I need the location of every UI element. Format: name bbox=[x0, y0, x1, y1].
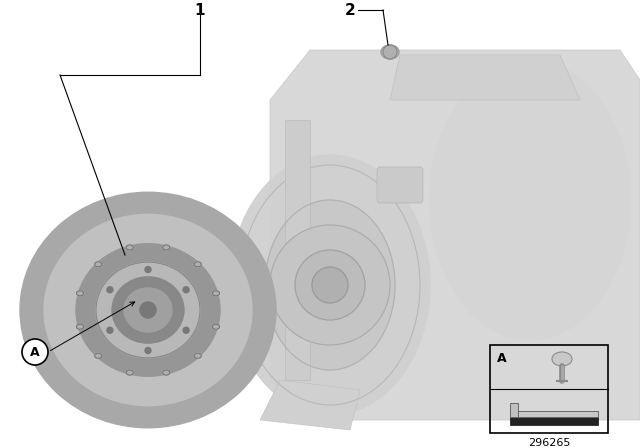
Circle shape bbox=[295, 250, 365, 320]
Circle shape bbox=[140, 302, 156, 318]
Bar bbox=[510, 403, 518, 417]
Text: 2: 2 bbox=[344, 3, 355, 17]
Polygon shape bbox=[260, 380, 360, 430]
Circle shape bbox=[270, 225, 390, 345]
Circle shape bbox=[312, 267, 348, 303]
Ellipse shape bbox=[126, 245, 133, 250]
Circle shape bbox=[22, 339, 48, 365]
Ellipse shape bbox=[96, 262, 200, 358]
Circle shape bbox=[145, 267, 151, 272]
Bar bbox=[510, 411, 598, 417]
Polygon shape bbox=[285, 120, 310, 380]
Bar bbox=[490, 345, 608, 433]
Text: 296265: 296265 bbox=[528, 438, 570, 448]
Ellipse shape bbox=[552, 352, 572, 366]
Ellipse shape bbox=[430, 60, 630, 340]
Ellipse shape bbox=[163, 370, 170, 375]
Ellipse shape bbox=[381, 45, 399, 59]
Circle shape bbox=[183, 287, 189, 293]
Circle shape bbox=[183, 327, 189, 333]
Ellipse shape bbox=[112, 277, 184, 343]
Circle shape bbox=[107, 327, 113, 333]
Circle shape bbox=[107, 287, 113, 293]
Ellipse shape bbox=[195, 353, 202, 358]
Ellipse shape bbox=[265, 200, 395, 370]
Ellipse shape bbox=[212, 324, 220, 329]
Polygon shape bbox=[390, 55, 580, 100]
Ellipse shape bbox=[163, 245, 170, 250]
Ellipse shape bbox=[77, 324, 83, 329]
Ellipse shape bbox=[95, 262, 102, 267]
Ellipse shape bbox=[126, 370, 133, 375]
Ellipse shape bbox=[212, 291, 220, 296]
Ellipse shape bbox=[195, 262, 202, 267]
Polygon shape bbox=[270, 50, 640, 420]
Circle shape bbox=[145, 348, 151, 353]
Polygon shape bbox=[510, 417, 598, 425]
Circle shape bbox=[383, 45, 397, 59]
Ellipse shape bbox=[124, 288, 172, 332]
Ellipse shape bbox=[76, 244, 220, 376]
Ellipse shape bbox=[230, 155, 430, 415]
Text: A: A bbox=[497, 352, 507, 365]
Ellipse shape bbox=[77, 291, 83, 296]
Ellipse shape bbox=[20, 192, 276, 428]
Ellipse shape bbox=[95, 353, 102, 358]
Text: A: A bbox=[30, 345, 40, 358]
FancyBboxPatch shape bbox=[377, 167, 423, 203]
Ellipse shape bbox=[44, 214, 252, 406]
Text: 1: 1 bbox=[195, 3, 205, 17]
Ellipse shape bbox=[68, 237, 228, 383]
